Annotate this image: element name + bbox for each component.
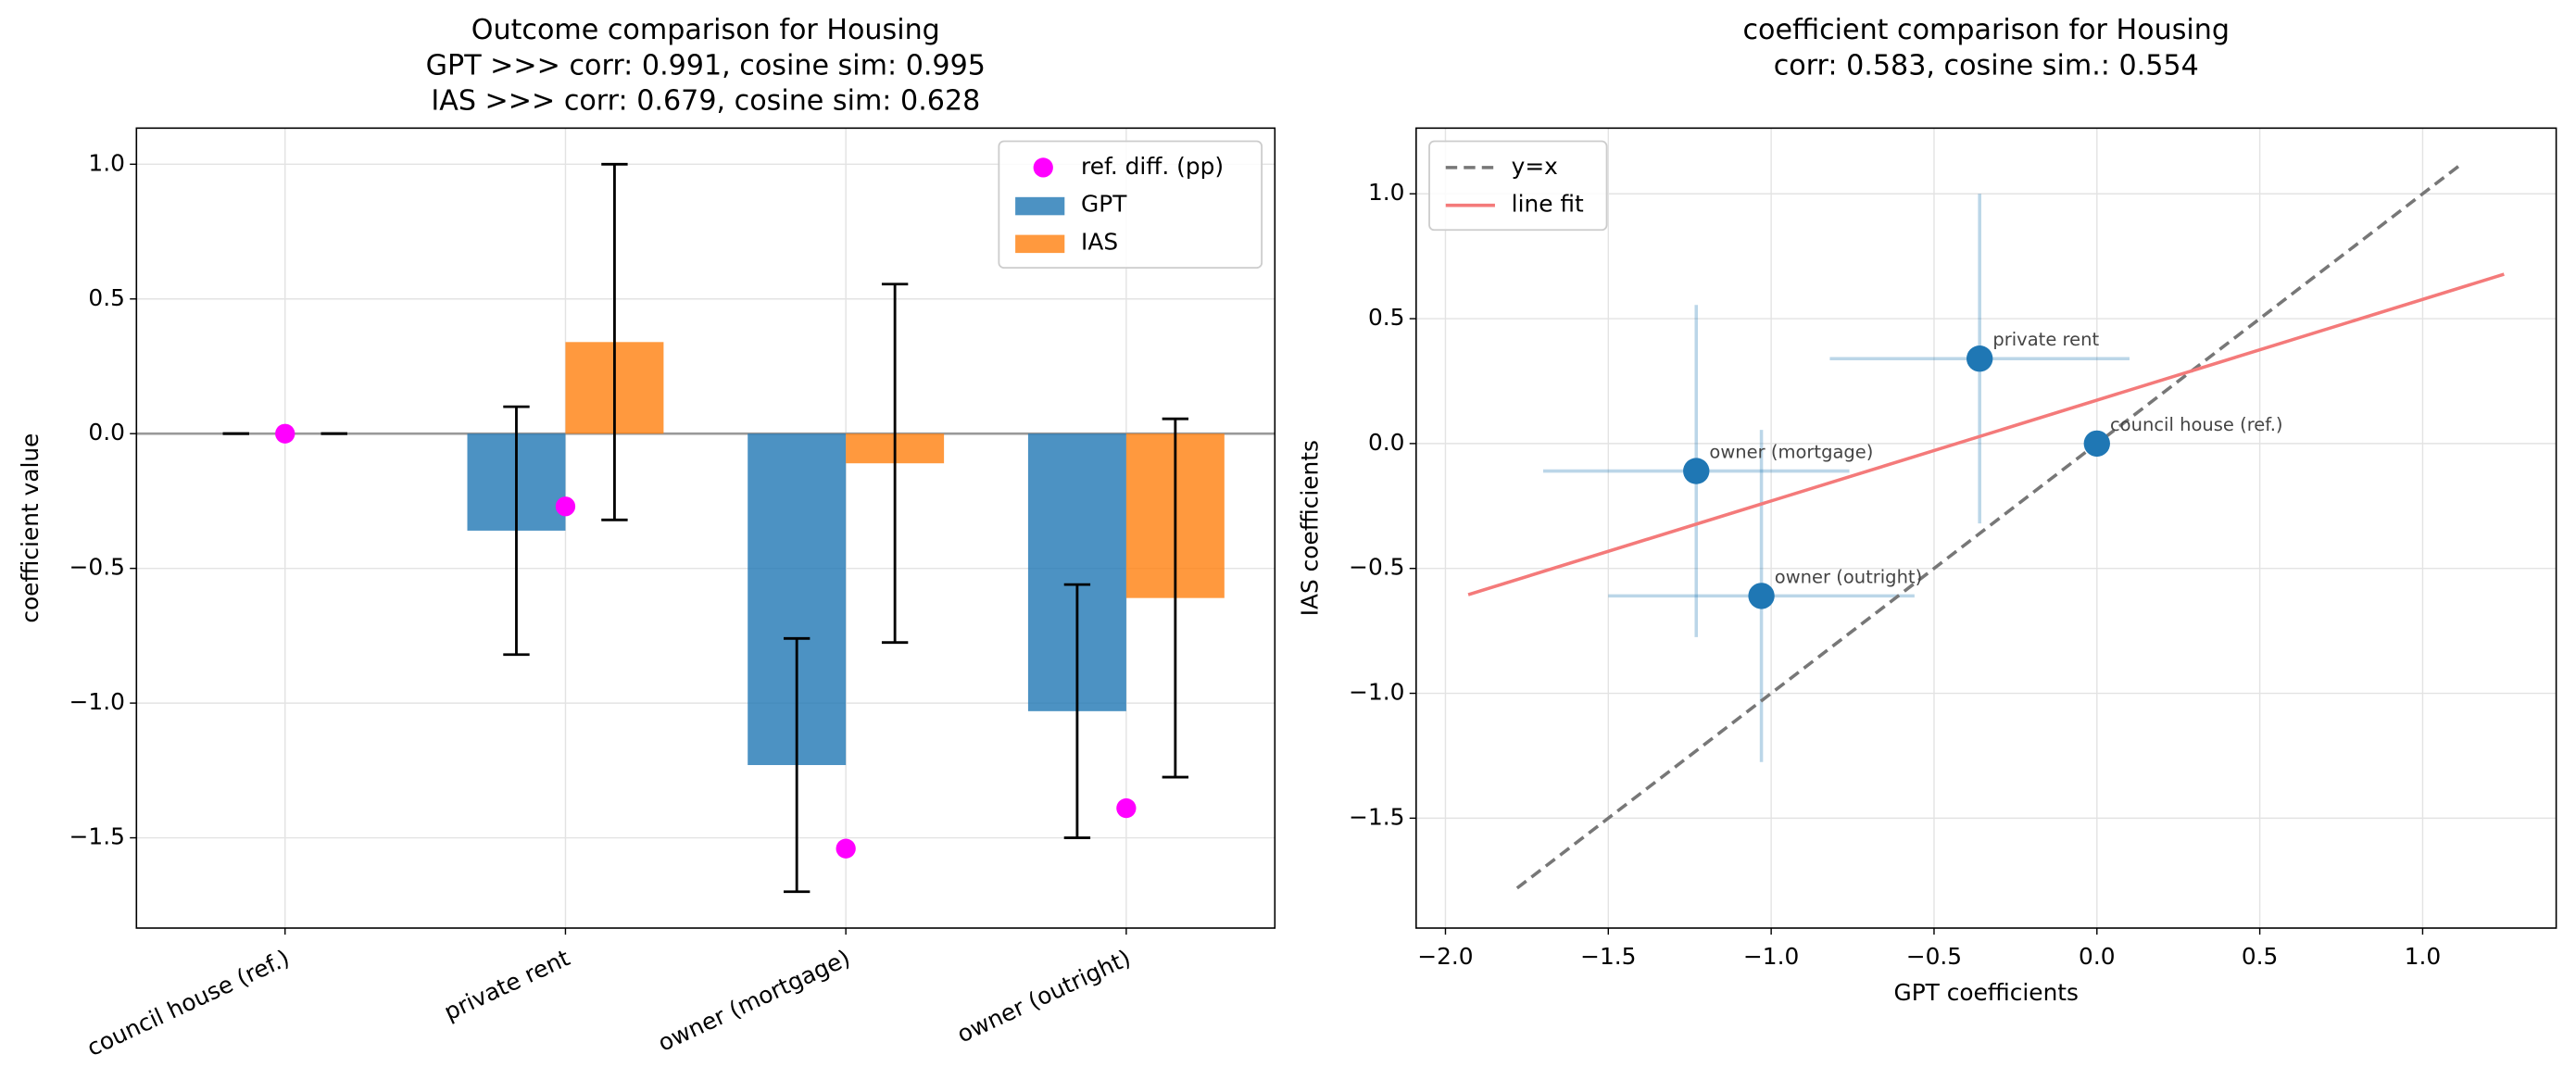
legend-marker xyxy=(1033,157,1053,178)
scatter-point xyxy=(1748,583,1775,609)
scatter-point xyxy=(1683,458,1710,484)
ref-point xyxy=(836,838,856,859)
chart-title: coefficient comparison for Housing xyxy=(1742,14,2230,46)
point-label: council house (ref.) xyxy=(2110,414,2283,435)
x-tick-label: −1.5 xyxy=(1580,943,1636,970)
scatter-point xyxy=(2083,430,2110,458)
error-bar xyxy=(601,162,628,521)
axes-frame xyxy=(1415,127,2557,929)
x-axis-label: GPT coefficients xyxy=(1893,979,2079,1006)
y-axis-label: IAS coefficients xyxy=(1296,440,1323,616)
x-tick-label: −0.5 xyxy=(1906,943,1962,970)
reference-line xyxy=(1467,272,2505,596)
error-bar xyxy=(503,405,530,657)
y-tick-label: 1.0 xyxy=(88,149,124,176)
y-tick-label: −0.5 xyxy=(69,554,125,581)
scatter-point xyxy=(1967,345,1993,372)
y-tick-label: 0.0 xyxy=(88,419,124,446)
legend-box xyxy=(998,140,1263,269)
y-tick-label: −0.5 xyxy=(1349,554,1404,581)
y-tick-label: −1.5 xyxy=(69,823,125,850)
x-tick-label: −2.0 xyxy=(1417,943,1473,970)
error-bar xyxy=(784,636,810,894)
y-axis-label: coefficient value xyxy=(17,433,44,623)
x-tick-label: −1.0 xyxy=(1743,943,1799,970)
legend-swatch xyxy=(1015,234,1065,254)
legend-label: line fit xyxy=(1512,191,1584,218)
x-tick-label: 0.5 xyxy=(2242,943,2278,970)
legend-label: ref. diff. (pp) xyxy=(1081,153,1224,180)
axes-frame xyxy=(135,127,1276,929)
x-tick-label: 1.0 xyxy=(2405,943,2441,970)
chart-title: GPT >>> corr: 0.991, cosine sim: 0.995 xyxy=(426,49,986,82)
y-tick-label: 1.0 xyxy=(1368,179,1404,206)
point-label: private rent xyxy=(1992,329,2099,350)
y-tick-label: −1.0 xyxy=(1349,679,1404,706)
y-tick-label: −1.5 xyxy=(1349,803,1404,830)
ref-point xyxy=(275,423,295,444)
error-bar xyxy=(881,282,909,645)
y-tick-label: 0.0 xyxy=(1368,429,1404,456)
x-tick-label: 0.0 xyxy=(2079,943,2115,970)
legend-box xyxy=(1428,140,1608,232)
point-label: owner (mortgage) xyxy=(1709,442,1873,463)
legend-swatch xyxy=(1015,196,1065,216)
chart-title: corr: 0.583, cosine sim.: 0.554 xyxy=(1774,49,2199,82)
chart-title: Outcome comparison for Housing xyxy=(471,14,940,46)
y-tick-label: −1.0 xyxy=(69,688,125,715)
ref-point xyxy=(555,496,576,517)
legend-label: IAS xyxy=(1081,228,1118,255)
y-tick-label: 0.5 xyxy=(1368,304,1404,331)
error-bar xyxy=(1063,583,1091,839)
error-bar xyxy=(1162,417,1189,779)
y-tick-label: 0.5 xyxy=(88,284,124,311)
legend-label: y=x xyxy=(1512,153,1558,180)
ref-point xyxy=(1116,797,1137,819)
point-label: owner (outright) xyxy=(1775,566,1922,587)
legend-label: GPT xyxy=(1081,191,1127,218)
chart-title: IAS >>> corr: 0.679, cosine sim: 0.628 xyxy=(431,84,980,117)
